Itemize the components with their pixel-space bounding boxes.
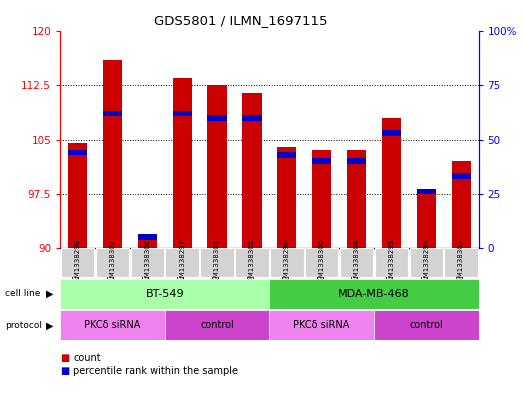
Text: protocol: protocol — [5, 321, 42, 330]
Text: GSM1338298: GSM1338298 — [75, 239, 81, 286]
Text: GSM1338299: GSM1338299 — [423, 239, 429, 286]
Bar — [60, 310, 165, 340]
Text: ■: ■ — [60, 366, 70, 376]
Bar — [277, 147, 297, 248]
Bar — [417, 189, 436, 194]
Text: GSM1338300: GSM1338300 — [319, 239, 325, 286]
Bar — [173, 111, 192, 116]
Bar — [277, 152, 297, 158]
Text: GSM1338305: GSM1338305 — [249, 239, 255, 286]
Bar — [410, 248, 443, 277]
Bar — [131, 248, 164, 277]
Bar — [451, 173, 471, 179]
Bar — [235, 248, 269, 277]
Bar — [208, 115, 226, 121]
Bar — [138, 234, 157, 240]
Text: PKCδ siRNA: PKCδ siRNA — [293, 320, 350, 330]
Bar — [347, 158, 366, 164]
Bar — [242, 115, 262, 121]
Bar — [382, 118, 401, 248]
Text: GSM1338306: GSM1338306 — [144, 239, 150, 286]
Text: GSM1338301: GSM1338301 — [214, 239, 220, 286]
Text: GSM1338297: GSM1338297 — [179, 239, 185, 286]
Bar — [96, 248, 129, 277]
Bar — [165, 248, 199, 277]
Bar — [374, 310, 479, 340]
Text: ▶: ▶ — [46, 320, 53, 331]
Bar — [165, 310, 269, 340]
Bar — [347, 151, 366, 248]
Text: percentile rank within the sample: percentile rank within the sample — [73, 366, 238, 376]
Bar — [269, 310, 374, 340]
Text: MDA-MB-468: MDA-MB-468 — [338, 289, 410, 299]
Bar — [208, 86, 226, 248]
Text: BT-549: BT-549 — [145, 289, 184, 299]
Text: GSM1338303: GSM1338303 — [458, 239, 464, 286]
Bar — [61, 248, 94, 277]
Bar — [138, 237, 157, 248]
Text: GSM1338304: GSM1338304 — [354, 239, 359, 286]
Text: cell line: cell line — [5, 290, 41, 298]
Bar — [417, 190, 436, 248]
Bar — [312, 158, 331, 164]
Text: GSM1338302: GSM1338302 — [109, 239, 116, 286]
Text: control: control — [200, 320, 234, 330]
Bar — [305, 248, 338, 277]
Text: PKCδ siRNA: PKCδ siRNA — [84, 320, 141, 330]
Bar — [103, 60, 122, 248]
Bar — [173, 78, 192, 248]
Bar — [200, 248, 234, 277]
Bar — [269, 279, 479, 309]
Bar — [374, 248, 408, 277]
Text: GDS5801 / ILMN_1697115: GDS5801 / ILMN_1697115 — [154, 14, 327, 27]
Bar — [451, 161, 471, 248]
Bar — [382, 130, 401, 136]
Bar — [68, 143, 87, 248]
Text: control: control — [410, 320, 443, 330]
Text: ■: ■ — [60, 353, 70, 363]
Bar — [103, 111, 122, 116]
Text: ▶: ▶ — [46, 289, 53, 299]
Bar — [445, 248, 478, 277]
Text: GSM1338295: GSM1338295 — [389, 239, 394, 286]
Bar — [68, 150, 87, 155]
Bar — [270, 248, 303, 277]
Text: count: count — [73, 353, 101, 363]
Bar — [340, 248, 373, 277]
Bar — [60, 279, 269, 309]
Text: GSM1338296: GSM1338296 — [284, 239, 290, 286]
Bar — [312, 151, 331, 248]
Bar — [242, 93, 262, 248]
